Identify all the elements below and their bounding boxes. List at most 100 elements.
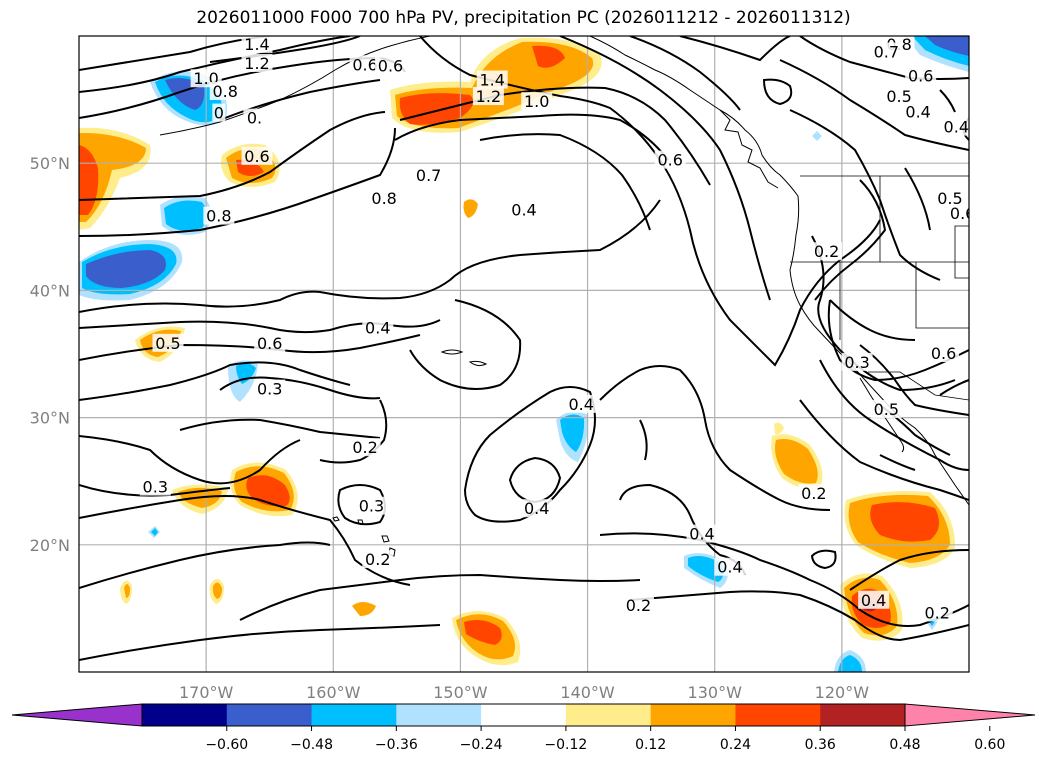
contour-label: 0.5 bbox=[155, 334, 180, 353]
pv-contour bbox=[209, 36, 361, 63]
colorbar-tick-label: −0.12 bbox=[544, 737, 587, 753]
pv-contour bbox=[463, 386, 596, 523]
pv-contour bbox=[779, 59, 969, 151]
contour-label-halo bbox=[905, 66, 937, 85]
hawaii-islands bbox=[381, 535, 390, 543]
contour-label: 1.0 bbox=[524, 92, 549, 111]
contour-label-halo bbox=[243, 108, 266, 127]
contour-label-halo bbox=[355, 496, 387, 515]
contour-label: 0.2 bbox=[352, 438, 377, 457]
contour-label: 0.6 bbox=[657, 151, 682, 170]
colorbar-extend-max bbox=[904, 703, 1036, 727]
contour-label-halo bbox=[368, 188, 400, 207]
contour-label: 0.4 bbox=[861, 591, 886, 610]
lon-tick-label: 170°W bbox=[179, 683, 234, 702]
baja-coastline bbox=[859, 377, 905, 453]
contour-label-halo bbox=[362, 318, 394, 337]
contour-label: 1.2 bbox=[244, 54, 269, 73]
pv-contour bbox=[79, 541, 331, 589]
contour-label: 0. bbox=[247, 109, 262, 128]
precip-negative-patch bbox=[812, 131, 822, 141]
colorbar-tick-label: −0.36 bbox=[375, 737, 418, 753]
pv-contour bbox=[811, 235, 956, 392]
precip-negative-patch bbox=[560, 414, 585, 452]
pv-contour bbox=[79, 435, 301, 485]
pv-contour bbox=[79, 127, 396, 237]
political-borders bbox=[790, 175, 969, 401]
contour-label: 0.4 bbox=[944, 118, 969, 137]
colorbar-tick-label: 0.48 bbox=[889, 737, 920, 753]
colorbar-segment bbox=[565, 704, 652, 726]
lat-tick-label: 50°N bbox=[30, 154, 70, 173]
precip-negative-patch bbox=[86, 250, 166, 288]
contour-label: 0.3 bbox=[359, 497, 384, 516]
hawaii-islands bbox=[440, 349, 464, 355]
contour-label-halo bbox=[241, 146, 273, 165]
precip-negative-patch bbox=[164, 200, 208, 231]
colorbar-tick-label: 0.24 bbox=[720, 737, 751, 753]
contour-label-halo bbox=[686, 524, 718, 543]
pv-contour bbox=[409, 299, 522, 390]
colorbar-tick-label: −0.60 bbox=[205, 737, 248, 753]
colorbar-tick-label: 0.12 bbox=[635, 737, 666, 753]
north-america-coastline bbox=[744, 129, 969, 506]
colorbar-tick-label: 0.60 bbox=[974, 737, 1005, 753]
lon-tick-label: 120°W bbox=[815, 683, 870, 702]
pv-contour bbox=[79, 36, 351, 93]
pv-contour bbox=[819, 359, 969, 471]
contour-label-halo bbox=[521, 92, 553, 111]
colorbar-tick-label: −0.48 bbox=[290, 737, 333, 753]
pv-contour bbox=[859, 344, 969, 416]
precip-negative-patch bbox=[151, 528, 158, 536]
contour-label: 0.2 bbox=[801, 484, 826, 503]
contour-label: 1.4 bbox=[479, 71, 504, 90]
precip-negative-patch bbox=[838, 655, 862, 672]
contour-label-halo bbox=[139, 477, 171, 496]
contour-label: 0.5 bbox=[874, 400, 899, 419]
contour-label-halo bbox=[152, 333, 184, 352]
contour-label: 0.3 bbox=[143, 478, 168, 497]
alaska-coastline bbox=[159, 36, 431, 136]
contour-label: 0.5 bbox=[937, 189, 962, 208]
pv-contour bbox=[599, 365, 831, 511]
pv-contour bbox=[829, 299, 916, 341]
contour-label-halo bbox=[902, 102, 934, 121]
contour-label-halo bbox=[947, 204, 969, 223]
precip-negative-patch bbox=[925, 36, 969, 56]
contour-label: 0.4 bbox=[905, 102, 930, 121]
precip-positive-patch bbox=[870, 502, 939, 542]
contour-label-halo bbox=[254, 333, 286, 352]
lon-tick-label: 160°W bbox=[306, 683, 361, 702]
hawaii-islands bbox=[332, 516, 340, 522]
contour-label-halo bbox=[883, 87, 915, 106]
colorbar-segment bbox=[650, 704, 736, 726]
pv-contour bbox=[789, 109, 941, 281]
contour-label: 0.2 bbox=[626, 596, 651, 615]
contour-label: 0.3 bbox=[257, 380, 282, 399]
contour-label: 0.4 bbox=[511, 200, 536, 219]
contour-label-halo bbox=[375, 56, 406, 75]
precip-positive-patch bbox=[212, 582, 222, 599]
pv-contour bbox=[849, 549, 969, 591]
contour-label: 0.3 bbox=[844, 353, 869, 372]
contour-label: 0.6 bbox=[378, 57, 403, 76]
contour-label-halo bbox=[940, 117, 969, 136]
colorbar-segment bbox=[226, 704, 313, 726]
contour-label: 0.4 bbox=[689, 525, 714, 544]
lat-tick-label: 30°N bbox=[30, 409, 70, 428]
contour-label: 1.2 bbox=[476, 87, 501, 106]
pv-contour bbox=[219, 376, 381, 400]
colorbar: −0.60 −0.48 −0.36 −0.24 −0.12 0.12 0.24 0.36 0.4… bbox=[11, 703, 1036, 753]
contour-label: 0.6 bbox=[908, 67, 933, 86]
mexico-border bbox=[868, 371, 969, 401]
lon-tick-label: 150°W bbox=[433, 683, 488, 702]
pv-contour bbox=[337, 484, 386, 526]
pv-contour bbox=[639, 419, 648, 461]
pv-contour bbox=[939, 89, 956, 113]
map-background bbox=[79, 36, 969, 672]
precip-positive-patch bbox=[775, 439, 818, 484]
pv-contour bbox=[810, 549, 837, 570]
contour-label-halo bbox=[476, 70, 508, 89]
precip-positive-patch bbox=[464, 620, 502, 645]
contour-label-halo bbox=[841, 352, 873, 371]
